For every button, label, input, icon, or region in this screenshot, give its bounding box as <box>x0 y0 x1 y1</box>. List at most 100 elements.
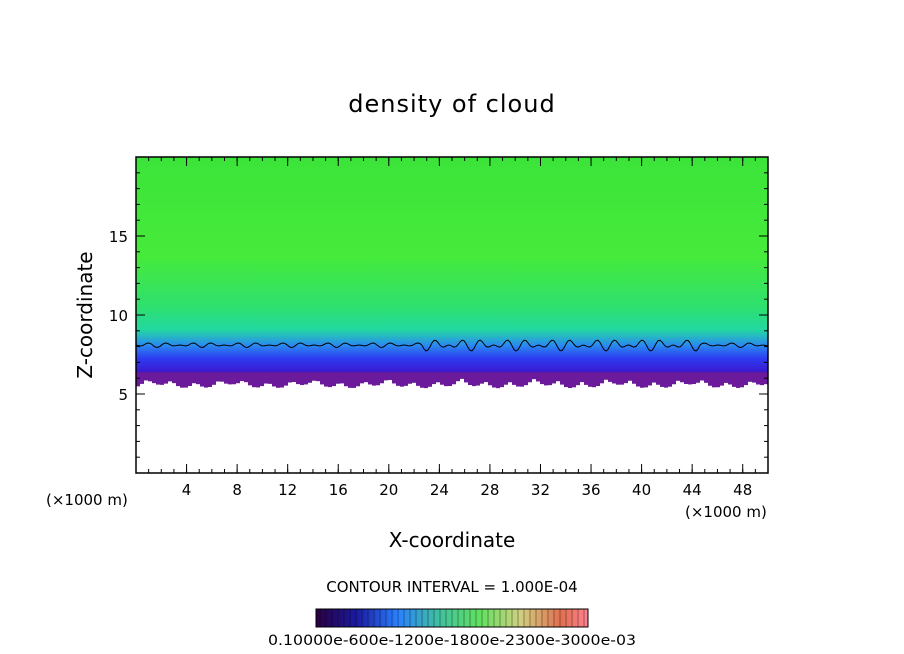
base-cell <box>420 372 424 388</box>
base-cell <box>500 372 504 388</box>
base-cell <box>504 372 508 385</box>
base-cell <box>480 372 484 384</box>
base-cell <box>656 372 660 385</box>
base-cell <box>284 372 288 386</box>
base-cell <box>640 372 644 388</box>
base-cell <box>212 372 216 385</box>
base-cell <box>232 372 236 385</box>
x-tick-label: 44 <box>683 481 702 499</box>
base-cell <box>552 372 556 384</box>
base-cell <box>220 372 224 382</box>
x-unit-left: (×1000 m) <box>46 491 128 509</box>
base-cell <box>476 372 480 386</box>
base-cell <box>760 372 764 386</box>
base-cell <box>384 372 388 381</box>
base-cell <box>560 372 564 385</box>
base-cell <box>260 372 264 387</box>
base-cell <box>292 372 296 382</box>
base-cell <box>608 372 612 382</box>
base-cell <box>176 372 180 387</box>
base-cell <box>380 372 384 384</box>
base-cell <box>664 372 668 388</box>
colorbar-labels: 0.10000e-600e-1200e-1800e-2300e-3000e-03 <box>268 633 636 649</box>
base-cell <box>304 372 308 385</box>
colorbar <box>315 608 589 628</box>
x-tick-label: 40 <box>632 481 651 499</box>
base-cell <box>600 372 604 384</box>
base-cell <box>620 372 624 385</box>
base-cell <box>256 372 260 388</box>
base-cell <box>436 372 440 383</box>
base-cell <box>240 372 244 382</box>
base-cell <box>616 372 620 385</box>
base-cell <box>368 372 372 385</box>
base-cell <box>592 372 596 388</box>
base-cell <box>224 372 228 384</box>
base-cell <box>160 372 164 385</box>
base-cell <box>152 372 156 384</box>
base-cell <box>652 372 656 383</box>
base-cell <box>300 372 304 386</box>
base-cell <box>456 372 460 382</box>
base-cell <box>252 372 256 388</box>
x-tick-label: 24 <box>430 481 449 499</box>
base-cell <box>332 372 336 387</box>
base-cell <box>512 372 516 385</box>
base-cell <box>696 372 700 383</box>
base-cell <box>396 372 400 386</box>
y-axis-ticks: 5 10 15 <box>109 172 768 458</box>
cloud-base-band <box>136 372 768 389</box>
base-cell <box>468 372 472 386</box>
base-cell <box>544 372 548 386</box>
base-cell <box>536 372 540 382</box>
base-cell <box>320 372 324 385</box>
base-cell <box>308 372 312 383</box>
base-cell <box>264 372 268 384</box>
base-cell <box>432 372 436 385</box>
base-cell <box>148 372 152 382</box>
base-cell <box>708 372 712 386</box>
base-cell <box>672 372 676 385</box>
base-cell <box>248 372 252 386</box>
base-cell <box>584 372 588 385</box>
base-cell <box>492 372 496 388</box>
base-cell <box>416 372 420 386</box>
base-cell <box>724 372 728 383</box>
base-cell <box>408 372 412 384</box>
base-cell <box>692 372 696 385</box>
base-cell <box>136 372 140 387</box>
y-axis-label: Z-coordinate <box>73 251 97 378</box>
base-cell <box>296 372 300 385</box>
base-cell <box>440 372 444 385</box>
chart-title: density of cloud <box>348 90 555 118</box>
base-cell <box>312 372 316 381</box>
base-cell <box>464 372 468 383</box>
base-cell <box>716 372 720 388</box>
base-cell <box>452 372 456 385</box>
base-cell <box>572 372 576 388</box>
base-cell <box>192 372 196 384</box>
base-cell <box>424 372 428 389</box>
x-tick-label: 4 <box>182 481 192 499</box>
base-cell <box>352 372 356 388</box>
colorbar-fill <box>315 608 589 628</box>
base-cell <box>548 372 552 386</box>
base-cell <box>472 372 476 387</box>
base-cell <box>488 372 492 386</box>
base-cell <box>444 372 448 387</box>
base-cell <box>728 372 732 385</box>
base-cell <box>712 372 716 388</box>
base-cell <box>288 372 292 383</box>
base-cell <box>404 372 408 386</box>
base-cell <box>756 372 760 385</box>
base-cell <box>336 372 340 384</box>
base-cell <box>484 372 488 383</box>
x-axis-label: X-coordinate <box>389 528 516 552</box>
base-cell <box>156 372 160 385</box>
base-cell <box>372 372 376 386</box>
x-tick-label: 8 <box>232 481 242 499</box>
base-cell <box>340 372 344 384</box>
base-cell <box>144 372 148 381</box>
base-cell <box>496 372 500 389</box>
base-cell <box>632 372 636 384</box>
